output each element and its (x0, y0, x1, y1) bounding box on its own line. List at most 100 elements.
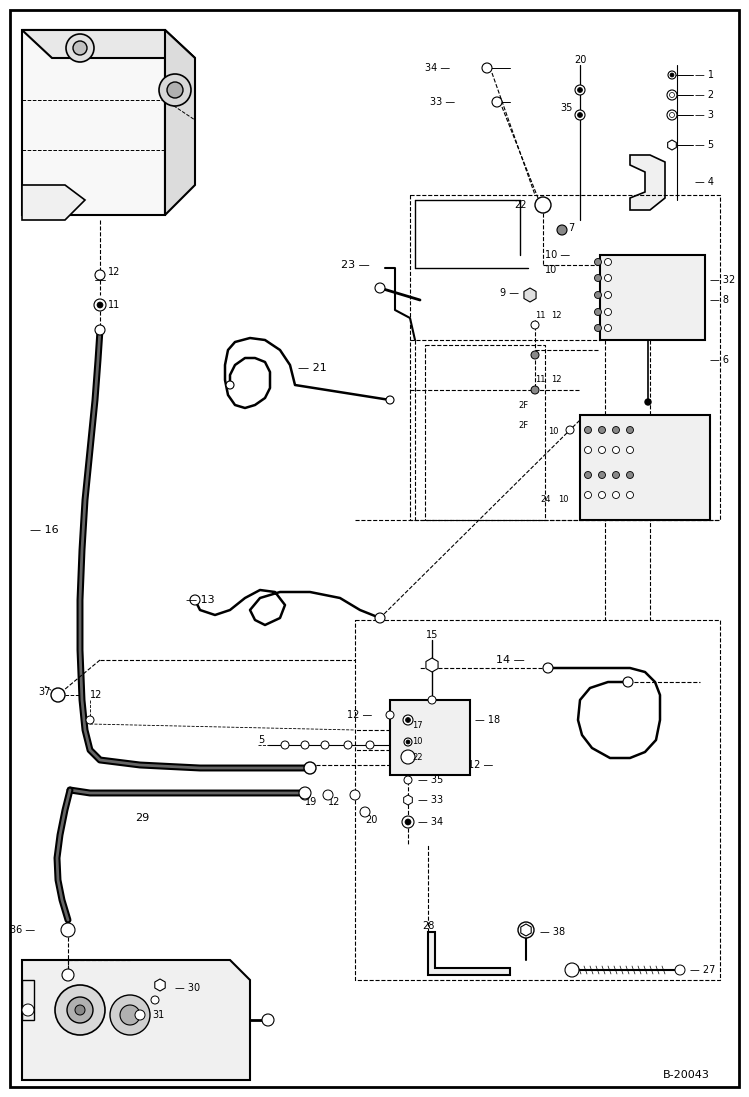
Text: 31: 31 (152, 1010, 164, 1020)
Text: 9 —: 9 — (500, 289, 519, 298)
Polygon shape (22, 960, 250, 1081)
Polygon shape (428, 932, 510, 975)
Circle shape (51, 688, 65, 702)
Circle shape (401, 750, 415, 764)
Circle shape (626, 472, 634, 478)
Text: — 3: — 3 (695, 110, 714, 120)
Text: — 6: — 6 (710, 355, 729, 365)
Circle shape (613, 427, 619, 433)
Text: — 4: — 4 (695, 177, 714, 186)
Circle shape (151, 996, 159, 1004)
Circle shape (405, 717, 410, 723)
Text: — 13: — 13 (186, 595, 215, 606)
Text: — 16: — 16 (30, 525, 58, 535)
Polygon shape (667, 140, 676, 150)
Bar (22, 980, 34, 1020)
Text: 12: 12 (90, 690, 103, 700)
Circle shape (604, 259, 611, 265)
Circle shape (645, 399, 651, 405)
Bar (600, 255, 705, 340)
Text: 2F: 2F (518, 420, 528, 430)
Circle shape (86, 716, 94, 724)
Text: 7: 7 (568, 223, 574, 233)
Text: 36 —: 36 — (10, 925, 35, 935)
Text: — 33: — 33 (418, 795, 443, 805)
Polygon shape (165, 30, 195, 215)
Circle shape (366, 740, 374, 749)
Circle shape (598, 472, 605, 478)
Text: 33 —: 33 — (430, 97, 455, 108)
Text: 10 —: 10 — (545, 250, 570, 260)
Circle shape (402, 816, 414, 828)
Circle shape (613, 472, 619, 478)
Circle shape (667, 90, 677, 100)
Circle shape (595, 292, 601, 298)
Circle shape (281, 740, 289, 749)
Circle shape (626, 427, 634, 433)
Circle shape (566, 426, 574, 434)
Circle shape (375, 613, 385, 623)
Bar (580, 415, 710, 520)
Circle shape (55, 985, 105, 1034)
Circle shape (120, 1005, 140, 1025)
Circle shape (301, 740, 309, 749)
Text: — 38: — 38 (540, 927, 565, 937)
Polygon shape (404, 795, 413, 805)
Circle shape (406, 740, 410, 744)
Circle shape (598, 427, 605, 433)
Text: 11: 11 (535, 310, 545, 319)
Circle shape (595, 308, 601, 316)
Circle shape (613, 446, 619, 453)
Circle shape (66, 34, 94, 63)
Text: 12: 12 (108, 267, 121, 278)
Circle shape (623, 677, 633, 687)
Circle shape (428, 695, 436, 704)
Circle shape (226, 381, 234, 389)
Circle shape (584, 427, 592, 433)
Text: 5: 5 (258, 735, 264, 745)
Circle shape (668, 71, 676, 79)
Text: 10: 10 (558, 496, 568, 505)
Circle shape (321, 740, 329, 749)
Text: 23 —: 23 — (342, 260, 370, 270)
Circle shape (492, 97, 502, 108)
Circle shape (135, 1010, 145, 1020)
Circle shape (323, 790, 333, 800)
Circle shape (667, 110, 677, 120)
Text: 37: 37 (38, 687, 50, 697)
Text: 22: 22 (515, 200, 527, 210)
Circle shape (670, 113, 675, 117)
Circle shape (262, 1014, 274, 1026)
Circle shape (350, 790, 360, 800)
Circle shape (190, 595, 200, 606)
Text: — 5: — 5 (695, 140, 714, 150)
Circle shape (675, 965, 685, 975)
Text: 17: 17 (412, 721, 422, 730)
Text: 12 —: 12 — (347, 710, 372, 720)
Polygon shape (524, 289, 536, 302)
Circle shape (595, 274, 601, 282)
Circle shape (304, 762, 316, 774)
Circle shape (386, 711, 394, 719)
Text: 12 —: 12 — (468, 760, 494, 770)
Text: 10: 10 (412, 737, 422, 746)
Circle shape (595, 259, 601, 265)
Circle shape (167, 82, 183, 98)
Text: 19: 19 (305, 798, 318, 807)
Circle shape (405, 819, 411, 825)
Polygon shape (426, 658, 438, 672)
Text: 12: 12 (328, 798, 340, 807)
Circle shape (604, 274, 611, 282)
Circle shape (61, 923, 75, 937)
Circle shape (404, 776, 412, 784)
Polygon shape (521, 924, 531, 936)
Circle shape (577, 113, 583, 117)
Text: B-20043: B-20043 (663, 1070, 710, 1081)
Circle shape (575, 84, 585, 95)
Circle shape (403, 715, 413, 725)
Circle shape (595, 325, 601, 331)
Circle shape (386, 396, 394, 404)
Text: 20: 20 (574, 55, 586, 65)
Circle shape (94, 299, 106, 312)
Circle shape (482, 63, 492, 73)
